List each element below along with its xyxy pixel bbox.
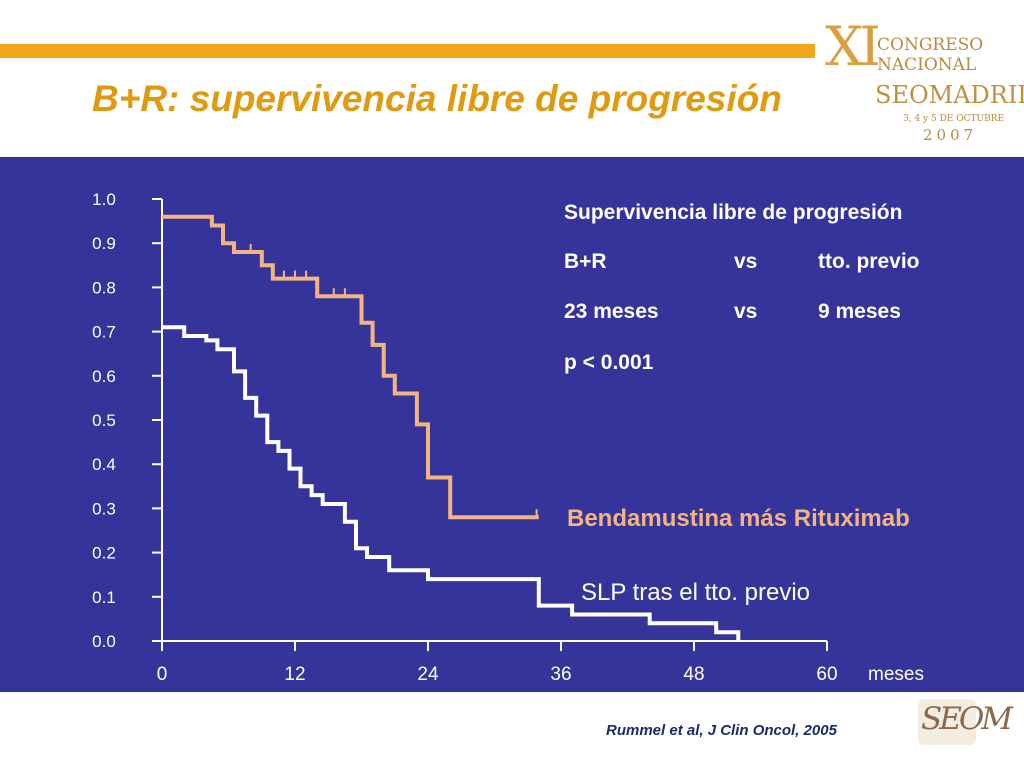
stats-row2-c: 9 meses	[818, 300, 901, 323]
congress-logo: XI CONGRESO NACIONAL SEOMADRID 3, 4 y 5 …	[825, 15, 1024, 145]
y-tick-label: 0.1	[92, 588, 116, 607]
slide-title: B+R: supervivencia libre de progresión	[92, 78, 782, 119]
logo-line-3: SEOMADRID	[875, 81, 1024, 109]
y-tick-label: 0.7	[92, 323, 116, 342]
logo-numeral: XI	[825, 15, 881, 78]
y-tick-label: 0.4	[92, 455, 116, 474]
x-tick-label: 0	[157, 664, 168, 685]
citation: Rummel et al, J Clin Oncol, 2005	[606, 722, 837, 739]
x-tick-label: 24	[417, 664, 439, 685]
x-tick-label: 36	[550, 664, 571, 685]
logo-line-4: 3, 4 y 5 DE OCTUBRE	[903, 114, 1005, 124]
stats-row1-a: B+R	[564, 250, 607, 273]
y-tick-label: 0.6	[92, 367, 116, 386]
seom-logo-mark: SEOM	[921, 701, 1013, 737]
y-tick-label: 0.0	[92, 632, 116, 651]
title-accent-bar	[0, 44, 815, 58]
logo-line-5: 2007	[923, 126, 978, 144]
y-tick-label: 1.0	[92, 190, 116, 209]
chart-curves	[162, 214, 741, 641]
stats-row1-c: tto. previo	[818, 250, 920, 273]
chart-axes: 0.0 0.1 0.2 0.3 0.4 0.5 0.6 0.7 0.8 0.9 1.0 0 12 24 36…	[92, 190, 924, 685]
y-tick-label: 0.8	[92, 278, 116, 297]
stats-p-value: p < 0.001	[564, 351, 654, 374]
x-tick-label: 48	[683, 664, 704, 685]
y-tick-label: 0.5	[92, 411, 116, 430]
y-tick-label: 0.3	[92, 499, 116, 518]
x-tick-label: 12	[284, 664, 305, 685]
stats-legend: Supervivencia libre de progresión B+R vs…	[564, 201, 920, 374]
series-line-prev	[162, 325, 741, 641]
x-unit-label: meses	[868, 664, 924, 685]
seom-logo: SEOM	[918, 699, 1013, 745]
stats-heading: Supervivencia libre de progresión	[564, 201, 902, 224]
series-label-br: Bendamustina más Rituximab	[567, 505, 910, 532]
stats-row2-b: vs	[734, 300, 757, 323]
x-tick-label: 60	[816, 664, 837, 685]
stats-row1-b: vs	[734, 250, 757, 273]
logo-line-1: CONGRESO	[877, 35, 984, 55]
logo-line-2: NACIONAL	[877, 55, 977, 75]
chart-panel	[0, 157, 1024, 692]
series-label-prev: SLP tras el tto. previo	[581, 579, 810, 606]
y-tick-label: 0.2	[92, 544, 116, 563]
stats-row2-a: 23 meses	[564, 300, 659, 323]
y-tick-label: 0.9	[92, 234, 116, 253]
series-line-br	[162, 214, 539, 520]
